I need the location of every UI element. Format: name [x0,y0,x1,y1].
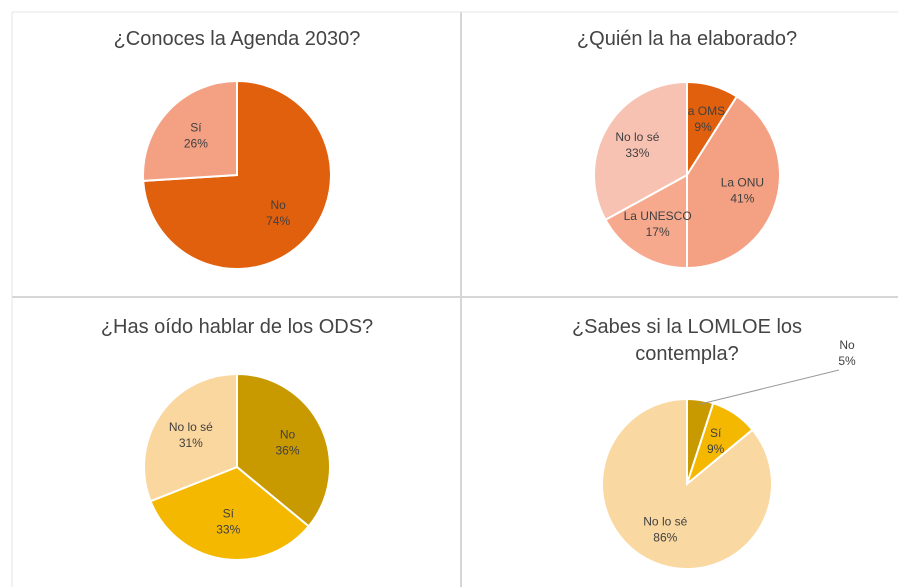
pie-slice [686,95,781,270]
data-label: 31% [179,436,203,450]
data-label-category: Sí [223,506,235,520]
data-label: 41% [730,191,754,205]
pie-slice [604,173,688,270]
data-label-category: No [270,198,286,212]
leader-line [699,369,840,405]
data-label: 36% [275,443,299,457]
chart-title: ¿Sabes si la LOMLOE los contempla? [571,316,803,365]
data-label: 9% [707,442,725,456]
data-label-category: No lo sé [169,420,213,434]
data-label-category: No [280,427,296,441]
data-label-category: Sí [190,121,202,135]
data-label: 33% [216,522,240,536]
data-label: 5% [838,354,856,368]
data-label: 74% [266,214,290,228]
data-label-category: Sí [710,426,722,440]
pie-slice [236,372,331,528]
chart-title: ¿Has oído hablar de los ODS? [100,316,374,338]
pie-slice [143,372,238,503]
chart-title: ¿Quién la ha elaborado? [576,28,798,50]
data-label: 26% [184,137,208,151]
data-label-category: La UNESCO [624,209,692,223]
data-label-category: No lo sé [615,130,659,144]
data-label-category: La OMS [681,104,725,118]
data-label-category: La ONU [721,175,764,189]
pie-slice [149,465,311,561]
pie-slice [593,80,688,222]
pie-slice [601,397,773,570]
data-label-category: No [839,338,855,352]
data-label: 9% [694,120,712,134]
data-label: 86% [653,530,677,544]
data-label: 33% [625,146,649,160]
chart-title: ¿Conoces la Agenda 2030? [113,28,361,50]
pie-slice [142,79,238,182]
data-label-category: No lo sé [643,514,687,528]
data-label: 17% [646,225,670,239]
